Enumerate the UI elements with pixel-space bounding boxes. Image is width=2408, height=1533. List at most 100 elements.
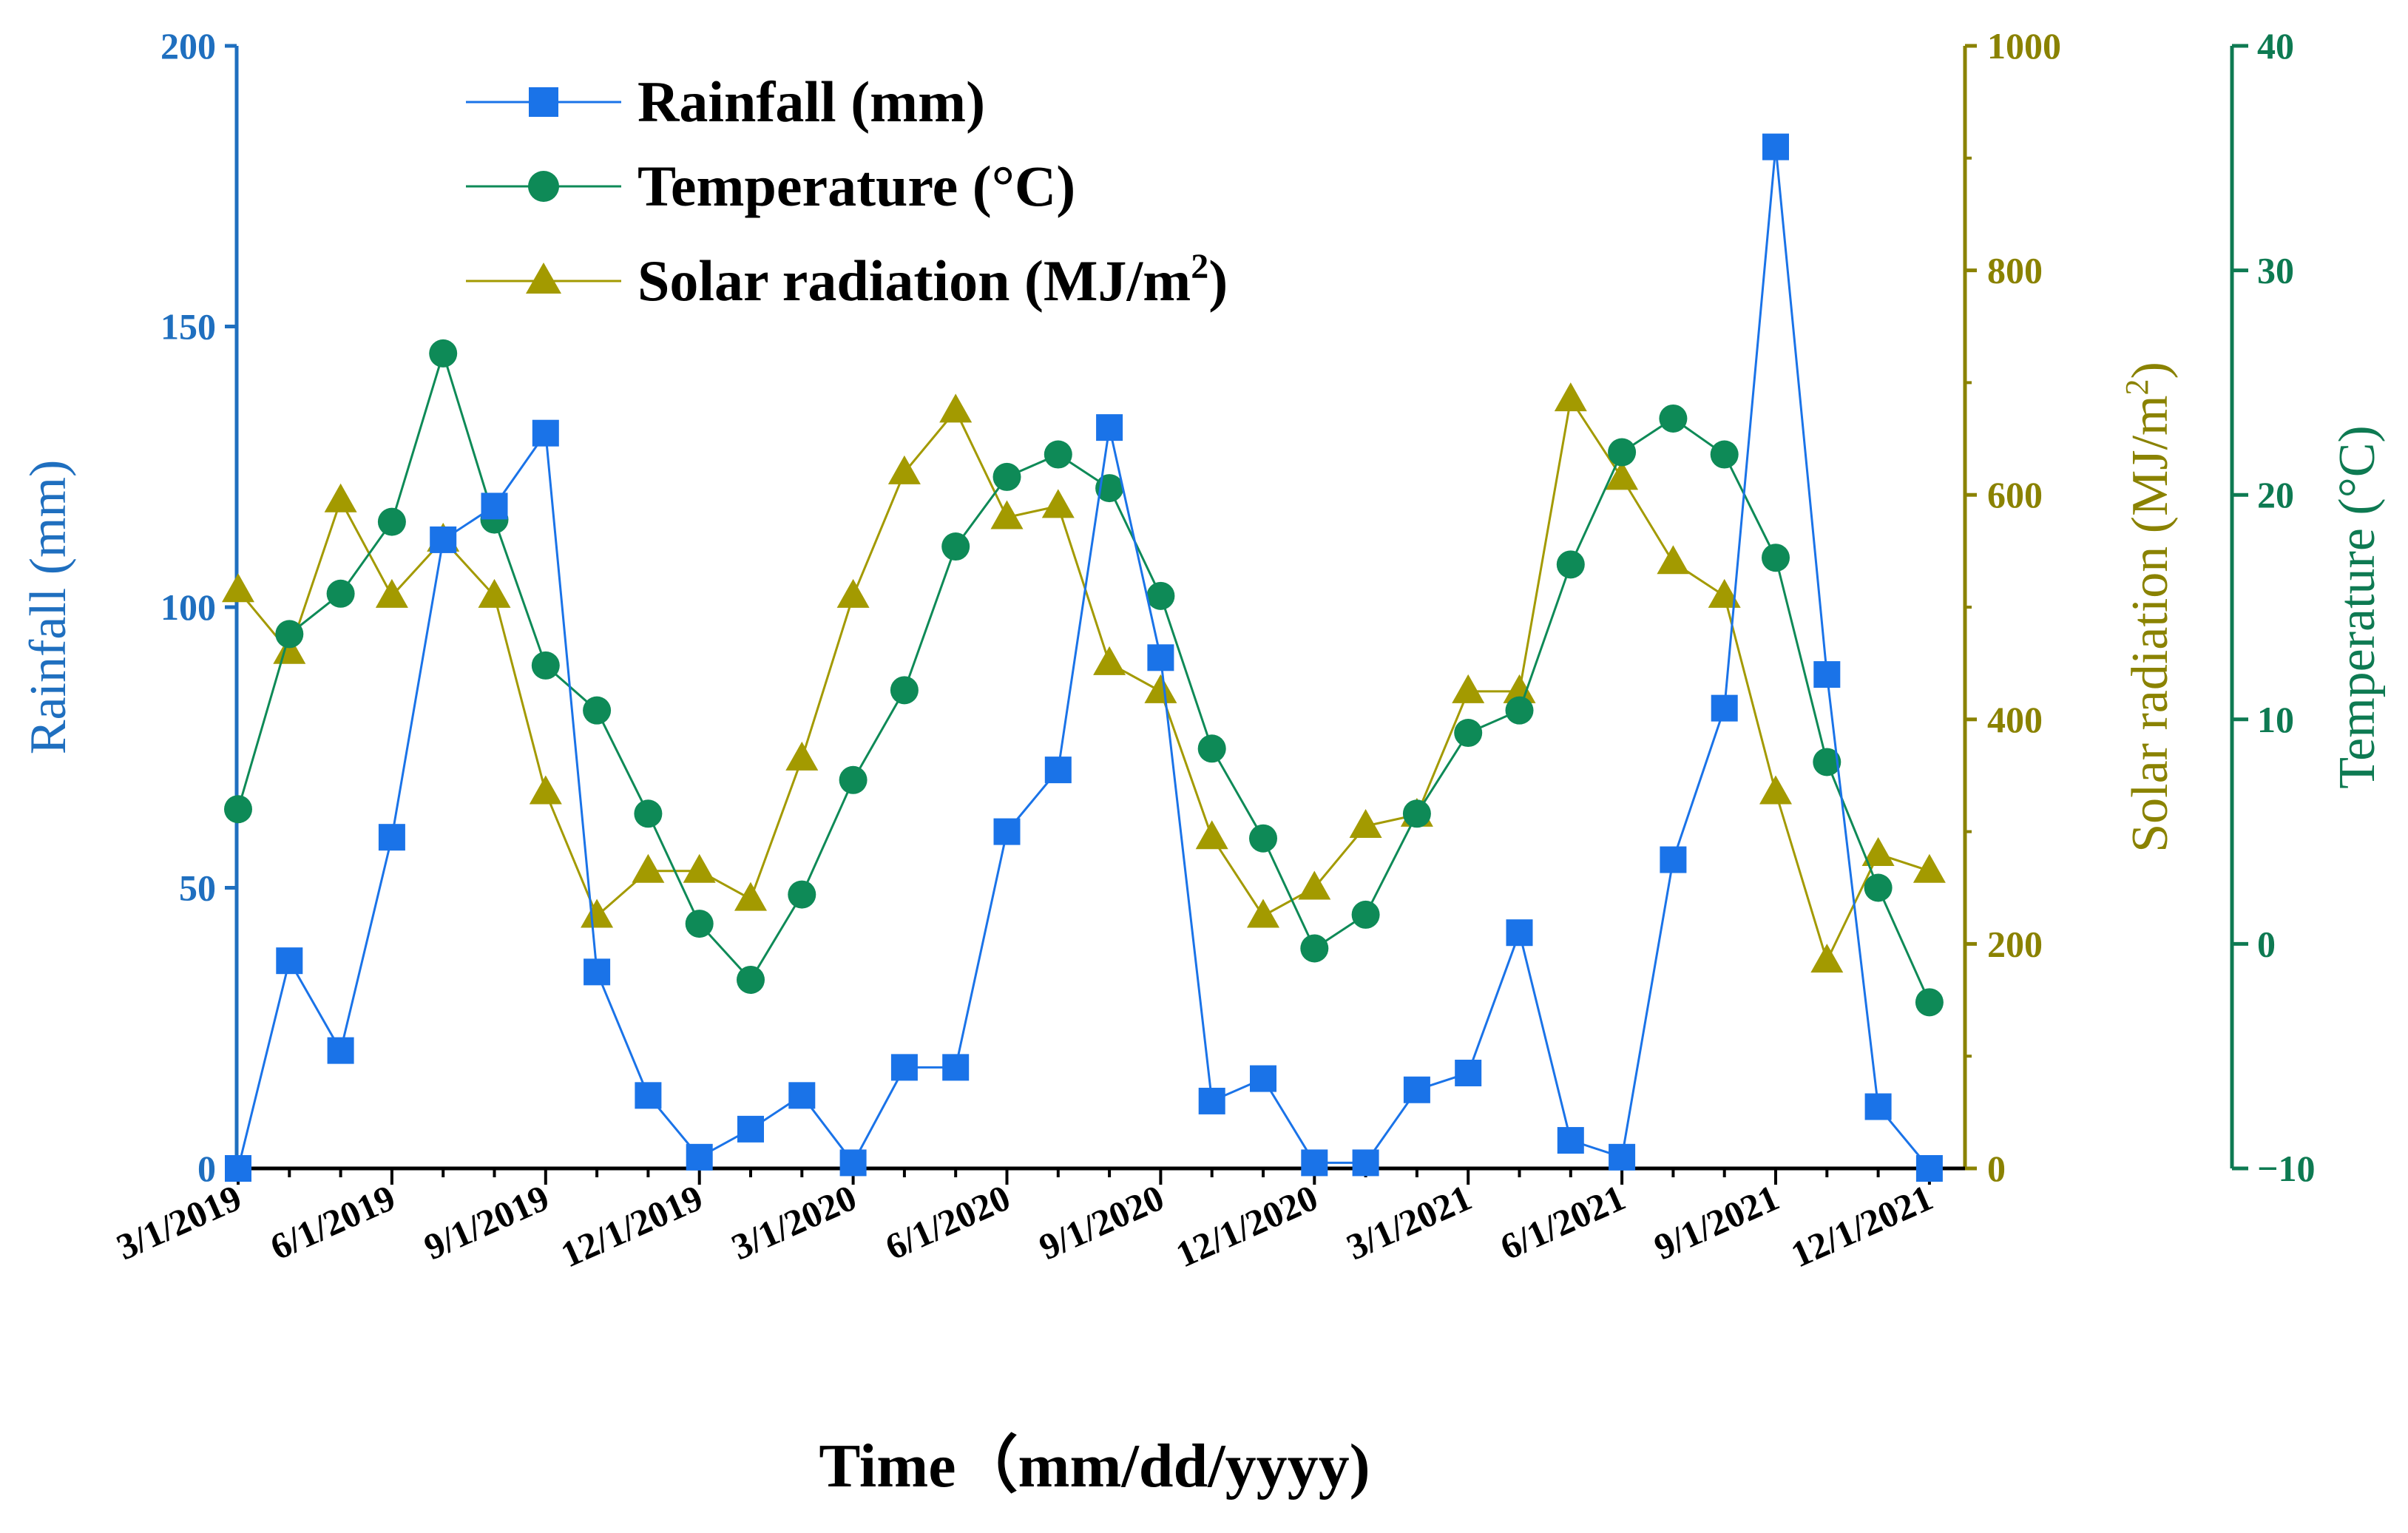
rainfall-point [1455,1059,1482,1086]
rainfall-point [788,1082,816,1109]
temperature-point [1608,438,1637,467]
rainfall-point [1301,1149,1328,1177]
solar-point [1452,674,1485,703]
solar-point [1708,578,1741,608]
rainfall-point [584,958,611,986]
temperature-point [1556,550,1585,579]
x-tick-label: 6/1/2020 [879,1177,1016,1268]
left-axis-title: Rainfall (mm) [20,460,77,755]
rainfall-point [481,493,508,520]
temperature-point [1505,696,1534,725]
temperature-point [1659,404,1688,433]
solar-axis-title-main: Solar radiation (MJ/m [2122,396,2179,853]
rainfall-point [686,1143,713,1171]
series-line [237,146,1931,1169]
solar-axis-title-end: ) [2122,362,2179,379]
rainfall-point [1609,1143,1636,1171]
temperature-point [429,339,458,368]
solar-tick-label: 400 [1987,699,2043,740]
solar-axis-title-sup: 2 [2119,379,2155,396]
solar-point [478,578,511,608]
solar-tick-label: 0 [1987,1148,2006,1189]
solar-point [1759,775,1792,805]
temperature-point [1249,824,1277,853]
temperature-tick-label: 10 [2257,699,2294,740]
solar-tick-label: 200 [1987,923,2043,964]
x-tick-label: 3/1/2021 [1340,1177,1477,1268]
series-line [237,396,1930,964]
solar-point [1861,836,1895,866]
legend-marker-square [529,87,558,117]
solar-point [1554,382,1587,412]
rainfall-point [1506,919,1533,947]
rainfall-point [1147,644,1174,671]
left-tick-label: 100 [160,586,216,628]
temperature-point [1146,581,1175,610]
rainfall-point [1557,1127,1584,1154]
temperature-point [1813,748,1841,776]
solar-point [324,483,357,512]
temperature-point [788,880,816,909]
temperature-point [839,765,868,794]
legend-marker-circle [528,171,559,202]
rainfall-point [1813,661,1841,688]
solar-point [273,634,306,664]
x-tick-label: 6/1/2019 [264,1177,401,1268]
temperature-point [1197,734,1226,763]
rainfall-point [378,824,405,851]
temperature-point [1762,544,1790,572]
rainfall-point [1864,1093,1892,1120]
solar-point [1144,674,1177,703]
solar-tick-label: 1000 [1987,25,2061,67]
temperature-tick-label: 40 [2257,25,2294,67]
solar-point [1912,853,1946,883]
x-axis-title: Time（mm/dd/yyyy) [819,1432,1370,1500]
left-tick-label: 200 [160,25,216,67]
rainfall-point [1762,133,1789,160]
rainfall-point [532,419,559,447]
left-tick-label: 0 [197,1148,216,1189]
x-tick-label: 3/1/2020 [726,1177,862,1268]
series-line [237,349,1931,1003]
temperature-tick-label: −10 [2257,1148,2316,1189]
x-tick-label: 9/1/2019 [418,1177,555,1268]
solar-point [734,881,767,911]
rainfall-point [430,526,457,553]
temperature-point [1300,934,1329,963]
temperature-point [275,620,304,649]
series-1 [224,339,1944,1017]
rainfall-point [1660,846,1687,873]
solar-point [1041,489,1075,518]
series-2 [222,382,1946,973]
temperature-point [1710,440,1739,469]
x-tick-label: 9/1/2020 [1033,1177,1170,1268]
legend-label: Solar radiation (MJ/m2) [637,247,1228,313]
x-tick-label: 12/1/2021 [1785,1177,1938,1276]
solar-point [529,775,562,805]
temperature-point [531,651,560,680]
legend-label: Temperature (°C) [637,154,1075,218]
temperature-point [1864,873,1893,902]
solar-point [1349,809,1382,839]
rainfall-point [942,1054,970,1081]
legend: Rainfall (mm) Temperature (°C) Solar radia… [466,70,1228,313]
temperature-point [737,965,765,994]
temperature-point [1402,799,1431,828]
rainfall-point [276,947,303,975]
x-tick-label: 3/1/2019 [110,1177,247,1268]
x-tick-label: 12/1/2020 [1170,1177,1324,1276]
solar-point [990,500,1024,529]
temperature-point [583,696,612,725]
temperature-point [992,462,1021,491]
temperature-tick-label: 0 [2257,923,2276,964]
solar-point [581,899,614,928]
temperature-point [224,795,252,824]
rainfall-point [1711,694,1738,722]
solar-point [887,455,921,484]
solar-point [1298,870,1331,900]
temperature-point [685,910,714,938]
rainfall-point [737,1115,764,1143]
solar-tick-label: 600 [1987,474,2043,515]
left-tick-label: 150 [160,306,216,348]
